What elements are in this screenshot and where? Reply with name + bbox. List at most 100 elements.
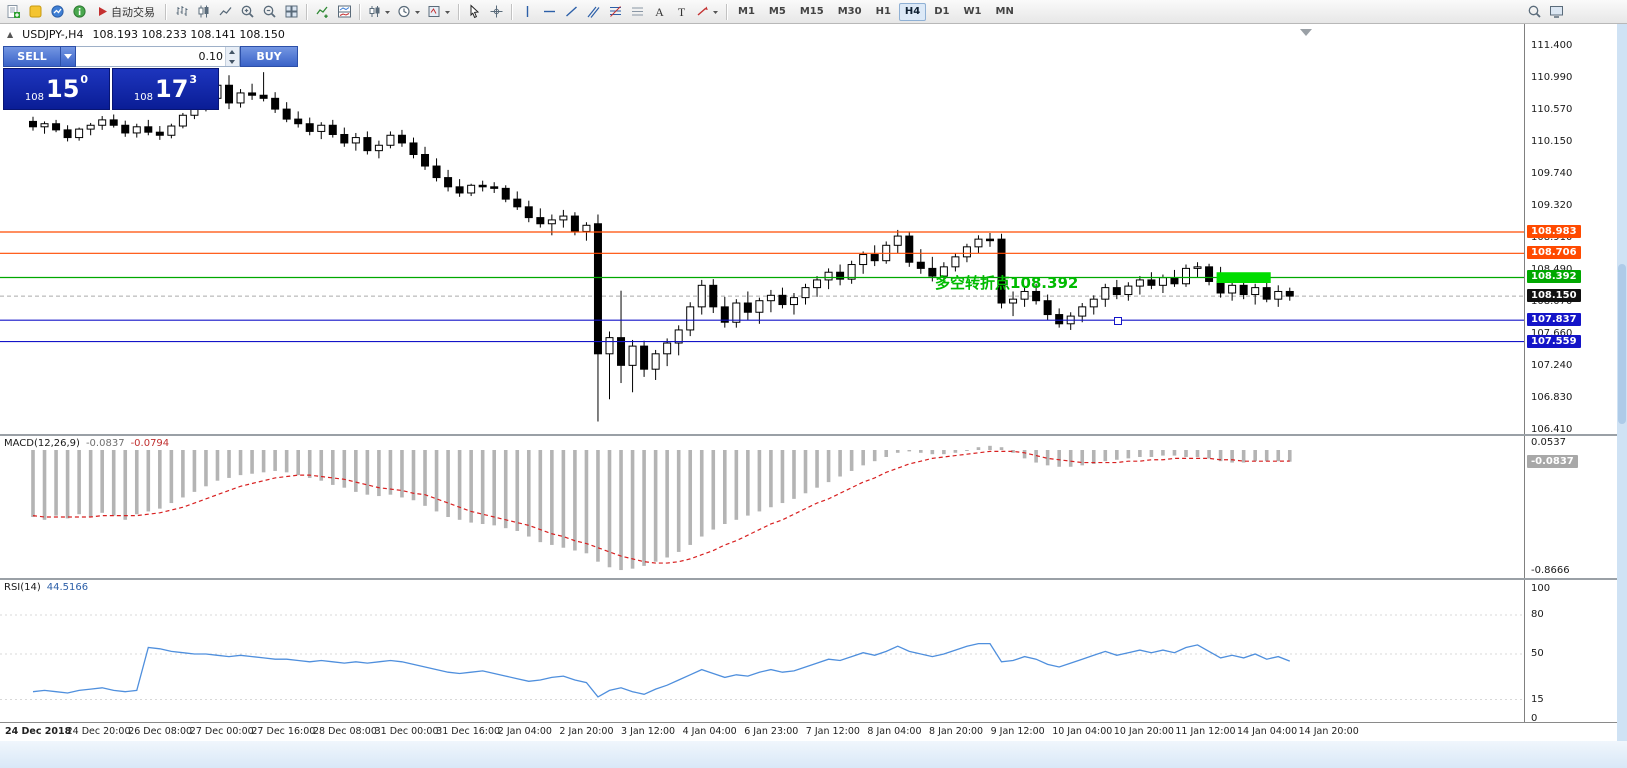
price-tick-label: 107.240 <box>1531 360 1573 372</box>
time-tick-label: 27 Dec 00:00 <box>189 726 254 737</box>
timeframe-m30-button[interactable]: M30 <box>832 3 868 21</box>
search-icon[interactable] <box>1523 2 1545 22</box>
sell-button[interactable]: SELL <box>3 46 61 67</box>
panel-splitter[interactable] <box>0 578 1617 580</box>
panel-splitter[interactable] <box>0 434 1617 436</box>
time-tick-label: 31 Dec 00:00 <box>374 726 439 737</box>
trendline-icon[interactable] <box>560 2 582 22</box>
price-chart-panel[interactable]: ▲ USDJPY-,H4 108.193 108.233 108.141 108… <box>0 24 1524 434</box>
zoom-out-icon[interactable] <box>258 2 280 22</box>
line-chart-icon[interactable] <box>214 2 236 22</box>
buy-price-display[interactable]: 108 17 3 <box>112 68 219 110</box>
price-tick-label: 107.660 <box>1531 327 1573 339</box>
sell-price-sup: 0 <box>80 73 89 86</box>
rsi-scale-label: 50 <box>1531 648 1544 659</box>
time-tick-label: 24 Dec 2018 <box>5 726 72 737</box>
trade-panel-dropdown[interactable] <box>61 46 76 67</box>
price-tick-label: 110.150 <box>1531 136 1573 148</box>
periods-dropdown[interactable] <box>394 2 424 22</box>
toolbar-separator <box>359 3 360 20</box>
line-anchor-handle[interactable] <box>1114 317 1122 326</box>
price-tick-label: 109.320 <box>1531 200 1573 212</box>
time-axis[interactable]: 24 Dec 2018 24 Dec 20:00 26 Dec 08:00 27 De… <box>0 723 1627 741</box>
rsi-indicator-panel[interactable]: RSI(14) 44.5166 <box>0 580 1524 722</box>
bar-chart-icon[interactable] <box>170 2 192 22</box>
tile-windows-icon[interactable] <box>280 2 302 22</box>
time-tick-label: 6 Jan 23:00 <box>744 726 799 737</box>
timeframe-h1-button[interactable]: H1 <box>870 3 897 21</box>
sell-price-display[interactable]: 108 15 0 <box>3 68 110 110</box>
timeframe-d1-button[interactable]: D1 <box>928 3 955 21</box>
market-watch-icon[interactable] <box>46 2 68 22</box>
timeframe-m15-button[interactable]: M15 <box>794 3 830 21</box>
timeframe-m5-button[interactable]: M5 <box>763 3 792 21</box>
price-tick-label: 110.570 <box>1531 103 1573 115</box>
buy-button[interactable]: BUY <box>240 46 298 67</box>
bid-price-badge: 108.150 <box>1527 289 1581 303</box>
candlestick-chart-icon[interactable] <box>192 2 214 22</box>
arrows-dropdown[interactable] <box>692 2 722 22</box>
scrollbar-thumb[interactable] <box>1618 264 1626 424</box>
time-tick-label: 3 Jan 12:00 <box>621 726 676 737</box>
time-tick-label: 7 Jan 12:00 <box>805 726 860 737</box>
timeframe-h4-button[interactable]: H4 <box>898 2 927 21</box>
templates-dropdown[interactable] <box>424 2 454 22</box>
buy-price-prefix: 108 <box>133 92 154 103</box>
rsi-scale-label: 0 <box>1531 713 1538 724</box>
autotrading-button[interactable]: 自动交易 <box>90 2 161 22</box>
navigator-icon[interactable] <box>68 2 90 22</box>
new-order-icon[interactable] <box>2 2 24 22</box>
symbol-name: USDJPY-,H4 <box>22 28 84 41</box>
cursor-icon[interactable] <box>463 2 485 22</box>
macd-indicator-panel[interactable]: MACD(12,26,9) -0.0837 -0.0794 <box>0 436 1524 578</box>
label-icon[interactable]: T <box>670 2 692 22</box>
indicators-icon[interactable] <box>311 2 333 22</box>
timeframe-m1-button[interactable]: M1 <box>732 3 761 21</box>
price-tick-label: 111.400 <box>1531 40 1573 51</box>
price-tick-label: 109.740 <box>1531 167 1573 179</box>
rsi-chart[interactable] <box>0 580 1524 722</box>
lot-increase-button[interactable] <box>226 47 239 57</box>
chart-annotation-text: 多空转折点108.392 <box>935 274 1079 292</box>
time-tick-label: 8 Jan 04:00 <box>867 726 922 737</box>
new-chart-dropdown[interactable] <box>364 2 394 22</box>
macd-chart[interactable] <box>0 436 1524 578</box>
svg-text:A: A <box>655 5 664 19</box>
lot-decrease-button[interactable] <box>226 56 239 66</box>
crosshair-icon[interactable] <box>485 2 507 22</box>
rsi-label: RSI(14) 44.5166 <box>4 582 89 593</box>
text-icon[interactable]: A <box>648 2 670 22</box>
main-toolbar: 自动交易 A T M1 M5 M15 M30 H1 H4 D1 W1 MN <box>0 0 1627 24</box>
horizontal-line-icon[interactable] <box>538 2 560 22</box>
one-click-trade-panel: SELL BUY 108 15 0 108 <box>3 46 298 110</box>
vertical-line-icon[interactable] <box>516 2 538 22</box>
time-tick-label: 9 Jan 12:00 <box>990 726 1045 737</box>
candlestick-chart[interactable] <box>0 24 1524 434</box>
macd-scale-min: -0.8666 <box>1531 564 1570 576</box>
grid-icon[interactable] <box>626 2 648 22</box>
channel-icon[interactable] <box>582 2 604 22</box>
fullscreen-icon[interactable] <box>1545 2 1567 22</box>
indicator-window-icon[interactable] <box>333 2 355 22</box>
bottom-strip <box>0 741 1627 768</box>
price-tick-label: 108.490 <box>1531 263 1573 275</box>
time-tick-label: 28 Dec 08:00 <box>313 726 377 737</box>
fibonacci-icon[interactable] <box>604 2 626 22</box>
symbol-ohlc-label: ▲ USDJPY-,H4 108.193 108.233 108.141 108… <box>7 28 285 41</box>
time-tick-label: 2 Jan 20:00 <box>559 726 614 737</box>
lot-size-input[interactable] <box>76 47 225 66</box>
toolbar-separator <box>165 3 166 20</box>
vertical-scrollbar[interactable] <box>1617 24 1627 741</box>
chart-symbol-icon: ▲ <box>7 30 14 39</box>
time-tick-label: 26 Dec 08:00 <box>128 726 193 737</box>
timeframe-mn-button[interactable]: MN <box>990 3 1020 21</box>
metaeditor-icon[interactable] <box>24 2 46 22</box>
time-tick-label: 24 Dec 20:00 <box>66 726 131 737</box>
toolbar-separator <box>726 3 727 20</box>
rsi-scale-label: 80 <box>1531 609 1544 620</box>
zoom-in-icon[interactable] <box>236 2 258 22</box>
price-scale[interactable]: 111.400 110.990 110.570 110.150 109.740 109.3… <box>1524 24 1617 724</box>
chart-shift-marker[interactable] <box>1300 29 1312 36</box>
macd-label: MACD(12,26,9) -0.0837 -0.0794 <box>4 438 170 449</box>
timeframe-w1-button[interactable]: W1 <box>958 3 988 21</box>
